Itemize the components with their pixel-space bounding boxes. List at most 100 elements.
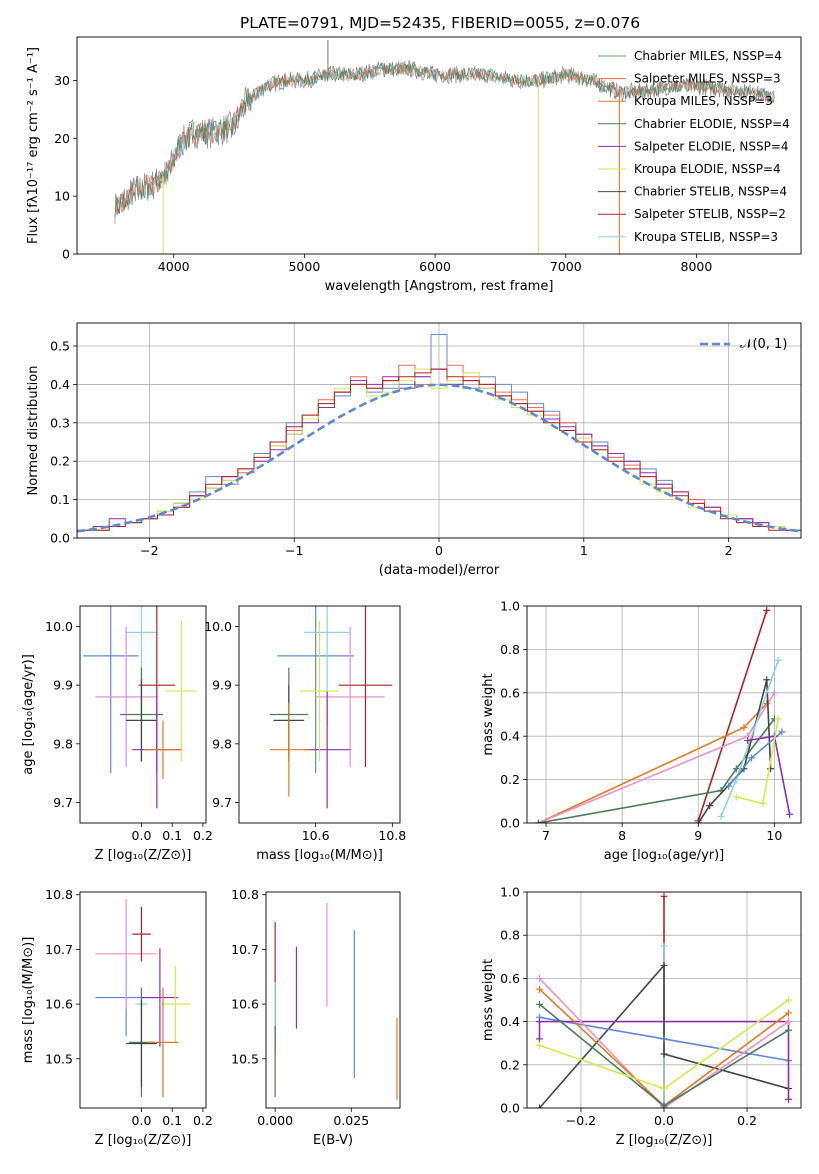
plot-area [114, 39, 775, 254]
x-tick-label: 10 [766, 828, 782, 843]
x-tick-label: 9 [694, 828, 702, 843]
x-axis-label: mass [log₁₀(M/M⊙)] [256, 848, 383, 863]
panel-5: 7 8 9 10 0.0 0.2 0.4 0.6 0.8 1.0 age [log₁₀(age/yr… [481, 599, 802, 863]
y-tick-label: 30 [54, 73, 70, 88]
axes-frame [79, 891, 207, 1109]
axes-frame [76, 322, 802, 539]
panel-7: 0.000 0.025 10.5 10.6 10.7 10.8 E(B-V) [231, 887, 401, 1148]
y-tick-label: 1.0 [500, 885, 520, 900]
y-tick-label: 0.4 [500, 729, 520, 744]
spectrum-line [114, 62, 775, 218]
x-tick-label: 4000 [158, 259, 190, 274]
axes-frame [238, 605, 401, 824]
plot-area [274, 902, 398, 1100]
y-axis-label: mass weight [481, 673, 496, 755]
x-tick-label: −0.2 [566, 1113, 596, 1128]
y-tick-label: 0.2 [500, 772, 520, 787]
mass-weight-marker [535, 974, 543, 982]
legend-label: Salpeter MILES, NSSP=3 [634, 72, 781, 86]
y-tick-label: 10.8 [45, 887, 73, 902]
x-tick-label: 5000 [288, 259, 320, 274]
x-tick-label: 8 [618, 828, 626, 843]
panel-3: 0.0 0.1 0.2 9.7 9.8 9.9 10.0 Z [log₁₀(Z/Z⊙)] age… [21, 605, 213, 863]
y-tick-label: 10.8 [231, 887, 259, 902]
mass-weight-marker [785, 996, 793, 1004]
legend-label: Kroupa STELIB, NSSP=3 [634, 230, 778, 244]
mass-weight-series [538, 1020, 790, 1100]
axes-frame [79, 605, 207, 824]
histogram-series [77, 368, 801, 538]
y-tick-label: 0.2 [50, 454, 70, 469]
mass-weight-marker [770, 689, 778, 697]
x-axis-label: Z [log₁₀(Z/Z⊙)] [616, 1133, 713, 1148]
panel-4: 10.6 10.8 9.7 9.8 9.9 10.0 mass [log₁₀(M/M⊙)] [204, 605, 406, 863]
mass-weight-marker [534, 819, 542, 823]
mass-weight-series [538, 692, 776, 823]
mass-weight-marker [535, 1104, 543, 1108]
x-axis-label: wavelength [Angstrom, rest frame] [325, 279, 554, 294]
x-axis-label: (data-model)/error [379, 563, 500, 578]
axes-frame [526, 605, 802, 824]
legend-label: Chabrier ELODIE, NSSP=4 [634, 117, 790, 131]
mass-weight-series [538, 703, 768, 823]
x-tick-label: 2 [725, 543, 733, 558]
x-tick-label: 0.0 [654, 1113, 674, 1128]
y-tick-label: 10.0 [45, 619, 73, 634]
mass-weight-marker [660, 942, 668, 950]
x-tick-label: 10.6 [302, 828, 330, 843]
plot-area [83, 606, 197, 809]
mass-weight-series [538, 963, 789, 1108]
y-axis-label: mass weight [481, 959, 496, 1041]
y-axis-label: Normed distribution [26, 366, 41, 496]
legend-label: Kroupa ELODIE, NSSP=4 [634, 162, 781, 176]
y-tick-label: 0.5 [50, 339, 70, 354]
mass-weight-marker [660, 1050, 668, 1058]
mass-weight-marker [785, 1009, 793, 1017]
x-tick-label: 0.2 [737, 1113, 757, 1128]
y-tick-label: 9.7 [212, 795, 232, 810]
y-tick-label: 0 [62, 247, 70, 262]
mass-weight-marker [759, 799, 767, 807]
x-tick-label: 1 [580, 543, 588, 558]
panel-2: −2 −1 0 1 2 0.0 0.1 0.2 0.3 0.4 0.5 (data-model)/er… [26, 322, 802, 578]
mass-weight-marker [785, 1095, 793, 1103]
x-tick-label: 0.2 [193, 828, 213, 843]
y-tick-label: 1.0 [500, 599, 520, 614]
y-tick-label: 0.2 [500, 1057, 520, 1072]
mass-weight-marker [732, 765, 740, 773]
panel-8: −0.2 0.0 0.2 0.0 0.2 0.4 0.6 0.8 1.0 Z [log₁₀(Z/Z… [481, 885, 802, 1148]
plot-area [269, 606, 393, 809]
y-tick-label: 10.5 [45, 1051, 73, 1066]
axes-frame [265, 891, 401, 1109]
mass-weight-marker [725, 782, 733, 790]
mass-weight-marker [660, 1035, 668, 1043]
y-tick-label: 20 [54, 131, 70, 146]
mass-weight-marker [767, 765, 775, 773]
x-tick-label: 0.1 [162, 1113, 182, 1128]
mass-weight-marker [535, 1041, 543, 1049]
y-tick-label: 0.6 [500, 971, 520, 986]
mass-weight-marker [660, 1102, 668, 1108]
x-axis-label: Z [log₁₀(Z/Z⊙)] [95, 848, 192, 863]
mass-weight-marker [778, 728, 786, 736]
plot-area [535, 892, 793, 1108]
mass-weight-marker [774, 656, 782, 664]
mass-weight-marker [763, 606, 771, 614]
x-tick-label: 0.2 [193, 1113, 213, 1128]
y-tick-label: 9.7 [53, 795, 73, 810]
y-tick-label: 10 [54, 189, 70, 204]
x-tick-label: 0 [435, 543, 443, 558]
mass-weight-marker [786, 810, 794, 818]
mass-weight-series [538, 977, 789, 1108]
y-tick-label: 9.8 [53, 736, 73, 751]
mass-weight-marker [535, 1018, 543, 1026]
y-tick-label: 9.8 [212, 736, 232, 751]
y-tick-label: 0.4 [50, 377, 70, 392]
mass-weight-marker [740, 724, 748, 732]
y-axis-label: age [log₁₀(age/yr)] [21, 654, 36, 775]
figure-title: PLATE=0791, MJD=52435, FIBERID=0055, z=0… [240, 14, 640, 32]
mass-weight-marker [535, 985, 543, 993]
mass-weight-marker [717, 812, 725, 820]
legend-label: Chabrier STELIB, NSSP=4 [634, 185, 787, 199]
